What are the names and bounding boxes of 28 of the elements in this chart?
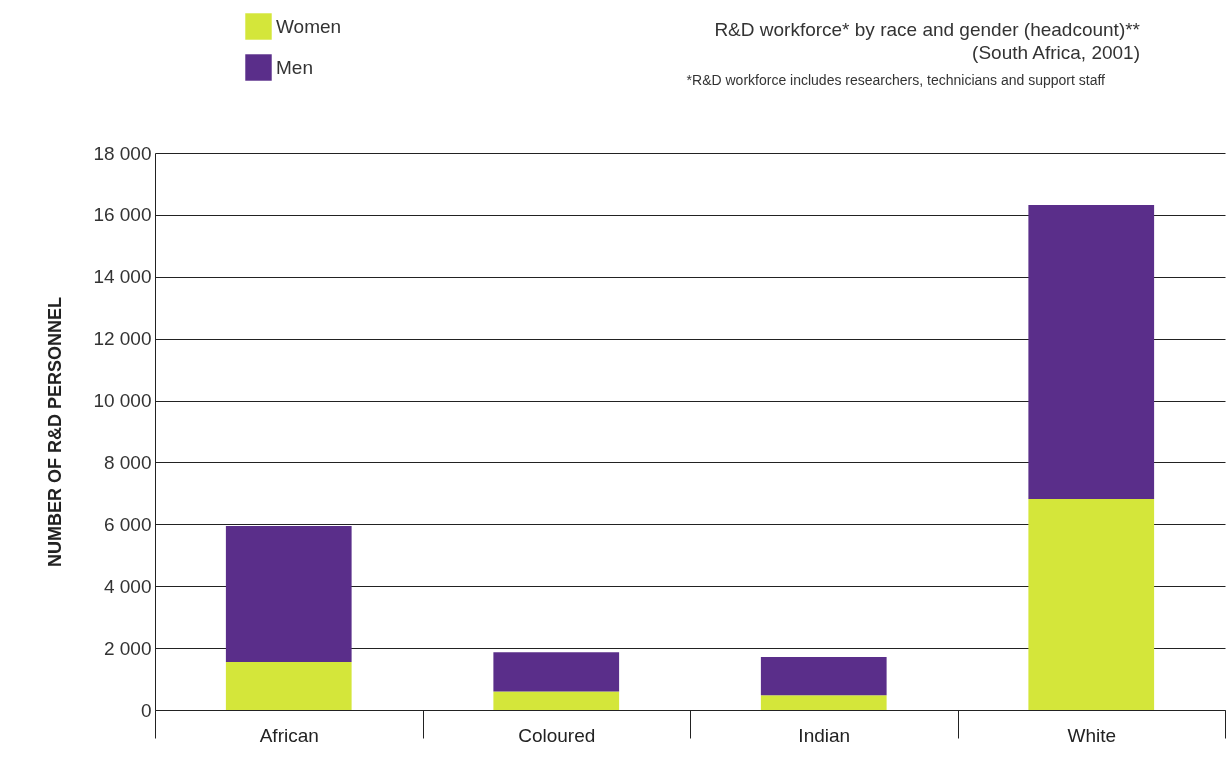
x-tick-label: African bbox=[259, 724, 319, 746]
bar bbox=[493, 691, 620, 710]
y-tick-label: 6 000 bbox=[103, 513, 152, 535]
bar bbox=[760, 657, 887, 696]
y-tick-label: 16 000 bbox=[93, 204, 152, 226]
bar bbox=[225, 525, 352, 663]
text: *R&D workforce includes researchers, technicians and support staff bbox=[686, 72, 1106, 88]
legend-label: Women bbox=[276, 15, 342, 37]
y-tick-label: 14 000 bbox=[93, 266, 152, 288]
chart-subtitle: (South Africa, 2001) bbox=[972, 42, 1140, 63]
x-tick-label: Coloured bbox=[518, 724, 596, 746]
bar bbox=[760, 695, 887, 710]
y-axis-title: NUMBER OF R&D PERSONNEL bbox=[45, 296, 66, 568]
y-tick-label: 0 bbox=[140, 699, 152, 721]
legend-label: Men bbox=[276, 56, 313, 78]
y-tick-label: 18 000 bbox=[93, 142, 152, 164]
bar bbox=[1028, 498, 1155, 710]
y-tick-label: 8 000 bbox=[103, 451, 152, 473]
bar bbox=[493, 652, 620, 692]
chart-title: R&D workforce* by race and gender (headcount)** bbox=[714, 19, 1141, 40]
bar bbox=[225, 662, 352, 710]
x-tick-label: White bbox=[1067, 724, 1117, 746]
bar bbox=[1028, 204, 1155, 499]
y-tick-label: 10 000 bbox=[93, 390, 152, 412]
y-tick-label: 4 000 bbox=[103, 575, 152, 597]
y-tick-label: 2 000 bbox=[103, 637, 152, 659]
y-tick-label: 12 000 bbox=[93, 328, 152, 350]
x-tick-label: Indian bbox=[798, 724, 851, 746]
